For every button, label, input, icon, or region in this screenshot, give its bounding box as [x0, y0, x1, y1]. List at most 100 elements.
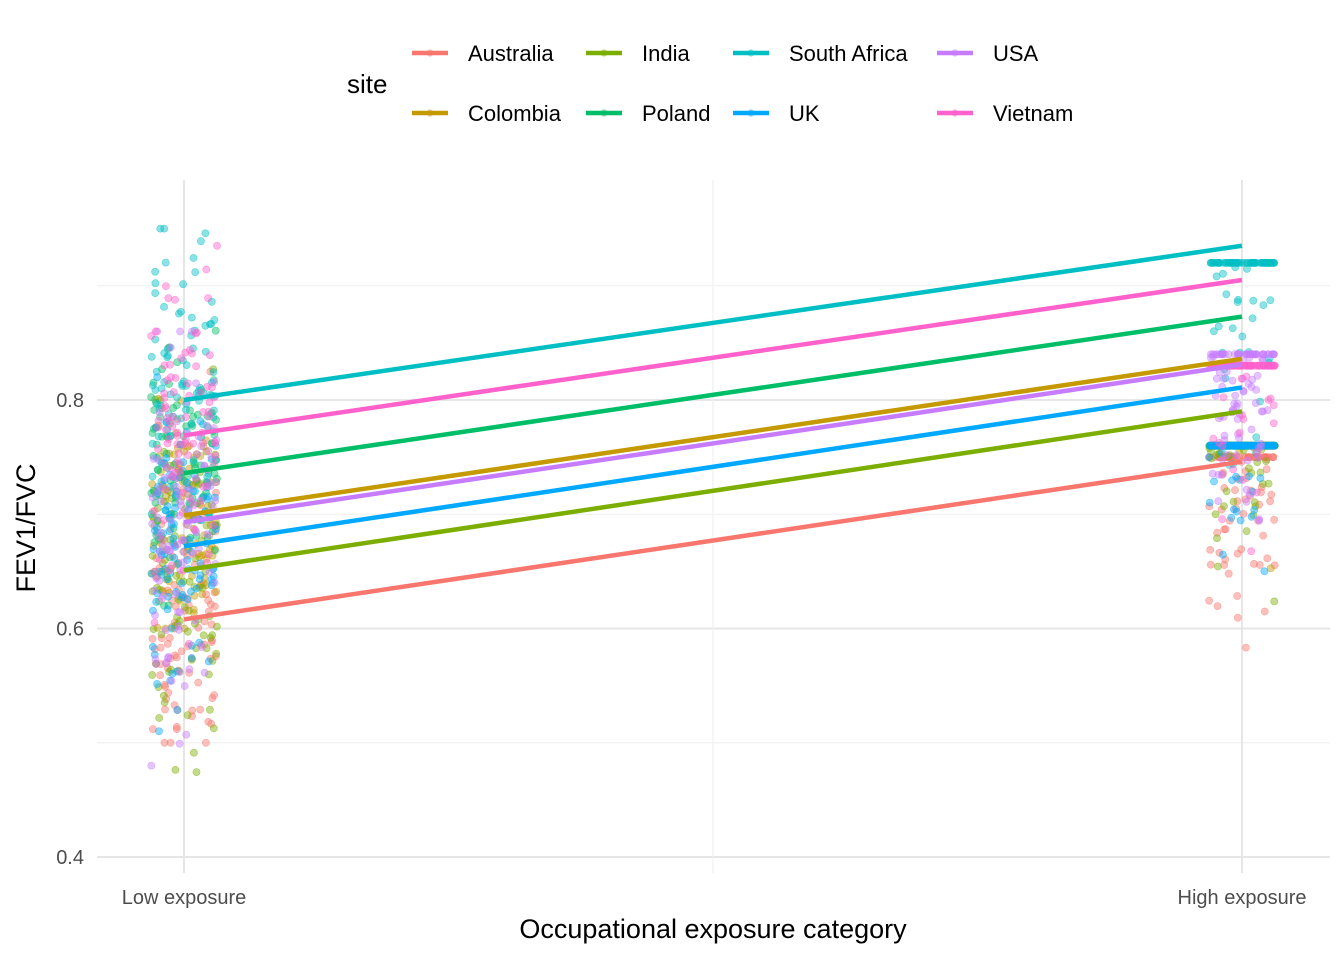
data-point-uk — [160, 476, 169, 485]
data-point-south-africa — [187, 313, 196, 322]
data-point-india — [183, 711, 192, 720]
data-point-australia — [160, 738, 169, 747]
data-point-usa — [1246, 350, 1255, 359]
data-point-australia — [188, 706, 197, 715]
data-point-australia — [1233, 613, 1242, 622]
data-point-uk — [183, 556, 192, 564]
data-point-vietnam — [1242, 372, 1251, 381]
data-point-usa — [1233, 415, 1242, 423]
data-point-uk — [165, 527, 174, 536]
data-point-vietnam — [204, 407, 213, 416]
data-point-vietnam — [211, 451, 220, 460]
data-point-uk — [175, 473, 184, 482]
data-point-poland — [189, 412, 198, 421]
data-point-uk — [163, 605, 172, 614]
data-point-usa — [1214, 470, 1223, 479]
legend-label: Colombia — [468, 101, 562, 126]
series-line-poland — [183, 314, 1243, 476]
data-point-south-africa — [1207, 258, 1215, 267]
data-point-india — [206, 633, 215, 642]
data-point-vietnam — [1270, 361, 1278, 370]
data-point-usa — [155, 408, 164, 417]
data-point-vietnam — [173, 540, 182, 549]
data-point-australia — [1239, 510, 1248, 518]
data-point-india — [1270, 597, 1279, 606]
data-point-vietnam — [168, 412, 177, 421]
data-point-vietnam — [189, 549, 198, 558]
data-point-poland — [154, 466, 163, 474]
data-point-poland — [148, 429, 157, 437]
legend-label: Australia — [468, 41, 554, 66]
data-point-south-africa — [179, 377, 188, 386]
data-point-vietnam — [147, 332, 156, 340]
data-point-south-africa — [1266, 296, 1275, 305]
data-point-australia — [1260, 607, 1269, 616]
data-point-vietnam — [1269, 401, 1278, 409]
data-point-usa — [161, 626, 170, 635]
data-point-vietnam — [1264, 361, 1272, 370]
data-point-vietnam — [169, 388, 178, 396]
legend-key-uk: UK — [733, 101, 820, 126]
data-point-australia — [163, 586, 172, 595]
data-point-vietnam — [1235, 428, 1244, 437]
data-point-south-africa — [156, 224, 165, 233]
data-point-south-africa — [1247, 258, 1255, 267]
data-point-vietnam — [191, 329, 200, 338]
data-point-india — [209, 365, 218, 374]
data-point-australia — [161, 682, 170, 691]
legend-key-india: India — [586, 41, 690, 66]
data-point-uk — [1230, 505, 1238, 514]
data-point-usa — [1214, 497, 1223, 505]
data-point-vietnam — [153, 423, 162, 432]
data-point-vietnam — [171, 295, 179, 304]
x-tick-label: Low exposure — [122, 887, 247, 909]
data-point-usa — [1251, 399, 1260, 407]
data-point-usa — [203, 530, 212, 539]
points-layer — [147, 224, 1279, 776]
data-point-vietnam — [209, 521, 218, 530]
data-point-vietnam — [192, 328, 201, 337]
legend-key-usa: USA — [937, 41, 1039, 66]
data-point-vietnam — [164, 294, 173, 303]
data-point-vietnam — [158, 535, 167, 544]
data-point-colombia — [165, 449, 174, 458]
data-point-vietnam — [151, 327, 160, 336]
data-point-usa — [186, 485, 194, 494]
data-point-australia — [1242, 643, 1250, 652]
data-point-australia — [1250, 560, 1258, 568]
data-point-vietnam — [203, 382, 212, 391]
data-point-vietnam — [167, 472, 176, 481]
data-point-uk — [192, 584, 201, 593]
data-point-vietnam — [159, 516, 168, 524]
data-point-usa — [1207, 350, 1215, 359]
x-axis-title: Occupational exposure category — [519, 914, 907, 944]
data-point-india — [1220, 502, 1228, 511]
data-point-india — [160, 698, 169, 707]
data-point-usa — [158, 591, 167, 600]
data-point-vietnam — [164, 435, 173, 443]
data-point-uk — [1205, 498, 1214, 507]
data-point-poland — [147, 489, 156, 497]
data-point-uk — [187, 654, 196, 662]
data-point-south-africa — [207, 319, 216, 328]
data-point-usa — [207, 453, 216, 462]
data-point-india — [209, 724, 218, 733]
data-point-australia — [1233, 592, 1242, 600]
data-point-south-africa — [160, 349, 169, 358]
data-point-south-africa — [189, 254, 198, 262]
data-point-usa — [148, 519, 157, 528]
data-point-vietnam — [189, 439, 198, 448]
data-point-uk — [1237, 441, 1246, 450]
data-point-south-africa — [148, 381, 157, 390]
data-point-south-africa — [166, 482, 174, 491]
data-point-vietnam — [1247, 361, 1255, 370]
data-point-australia — [204, 596, 212, 605]
data-point-usa — [1245, 353, 1254, 362]
data-point-vietnam — [202, 265, 211, 274]
data-point-australia — [164, 688, 173, 697]
data-point-south-africa — [1222, 290, 1231, 299]
data-point-australia — [163, 640, 172, 648]
data-point-vietnam — [199, 438, 207, 447]
data-point-india — [212, 622, 221, 631]
